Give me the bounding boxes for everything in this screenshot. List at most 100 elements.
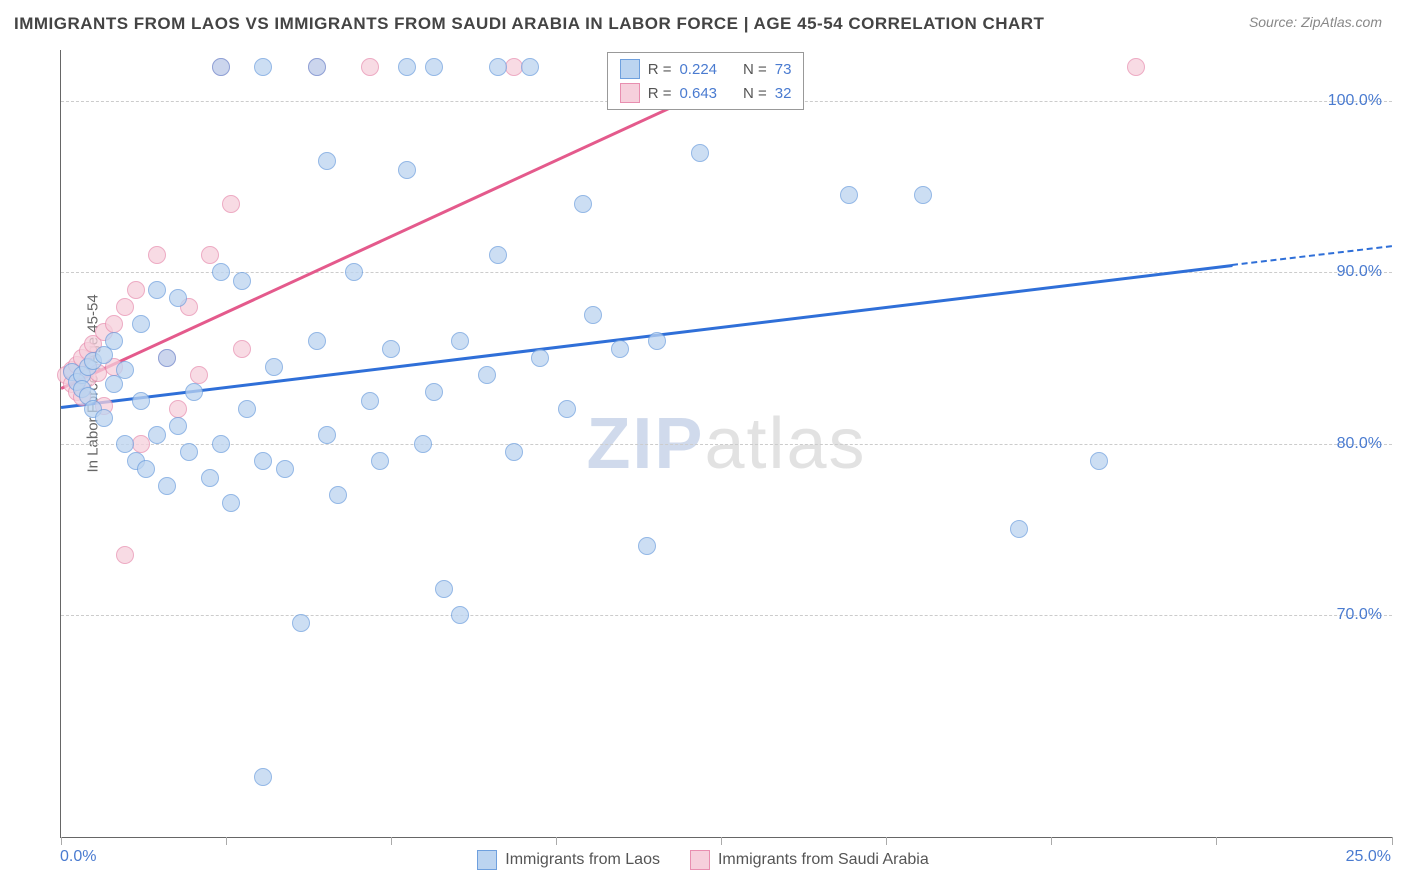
chart-container: In Labor Force | Age 45-54 ZIPatlas 70.0… [14,50,1392,878]
x-tick-mark [1392,837,1393,845]
x-tick-mark [1216,837,1217,845]
data-point-a [308,332,326,350]
data-point-a [398,161,416,179]
data-point-a [361,392,379,410]
data-point-b [201,246,219,264]
data-point-a [435,580,453,598]
data-point-a [840,186,858,204]
data-point-a [180,443,198,461]
data-point-a [254,452,272,470]
data-point-a [148,281,166,299]
data-point-a [648,332,666,350]
data-point-a [1010,520,1028,538]
y-tick-label: 100.0% [1328,92,1382,110]
data-point-a [132,315,150,333]
data-point-a [148,426,166,444]
data-point-a [116,435,134,453]
data-point-b [361,58,379,76]
data-point-b [148,246,166,264]
data-point-b [105,315,123,333]
n-label-b: N = [743,85,767,102]
correlation-row-b: R = 0.643 N = 32 [608,81,804,105]
r-label-a: R = [648,61,672,78]
data-point-b [1127,58,1145,76]
data-point-a [914,186,932,204]
data-point-a [292,614,310,632]
data-point-a [329,486,347,504]
data-point-a [558,400,576,418]
data-point-a [254,58,272,76]
y-tick-label: 70.0% [1337,606,1382,624]
trend-line [60,93,700,390]
x-tick-mark [61,837,62,845]
data-point-a [691,144,709,162]
data-point-a [212,58,230,76]
x-tick-label: 0.0% [60,848,96,866]
legend-item-a: Immigrants from Laos [477,850,660,870]
data-point-a [345,263,363,281]
data-point-a [276,460,294,478]
chart-title: IMMIGRANTS FROM LAOS VS IMMIGRANTS FROM … [14,14,1044,34]
bottom-legend: Immigrants from Laos Immigrants from Sau… [14,850,1392,870]
data-point-b [116,546,134,564]
x-tick-mark [886,837,887,845]
r-value-b: 0.643 [679,85,717,102]
data-point-a [489,58,507,76]
data-point-a [254,768,272,786]
data-point-a [425,383,443,401]
n-value-a: 73 [775,61,792,78]
x-tick-label: 25.0% [1346,848,1391,866]
data-point-b [190,366,208,384]
data-point-a [318,152,336,170]
data-point-a [222,494,240,512]
legend-swatch-a [477,850,497,870]
data-point-a [137,460,155,478]
data-point-a [158,477,176,495]
gridline-h [61,615,1392,616]
data-point-a [398,58,416,76]
source-attribution: Source: ZipAtlas.com [1249,14,1382,30]
legend-item-b: Immigrants from Saudi Arabia [690,850,929,870]
data-point-b [127,281,145,299]
swatch-series-b [620,83,640,103]
data-point-a [95,409,113,427]
data-point-a [185,383,203,401]
data-point-a [265,358,283,376]
data-point-a [158,349,176,367]
r-label-b: R = [648,85,672,102]
n-value-b: 32 [775,85,792,102]
data-point-a [212,435,230,453]
data-point-a [451,332,469,350]
data-point-b [222,195,240,213]
data-point-a [201,469,219,487]
data-point-a [132,392,150,410]
data-point-a [233,272,251,290]
gridline-h [61,444,1392,445]
plot-area: ZIPatlas 70.0%80.0%90.0%100.0% R = 0.224… [60,50,1392,838]
data-point-a [116,361,134,379]
swatch-series-a [620,59,640,79]
data-point-a [531,349,549,367]
data-point-a [611,340,629,358]
legend-label-a: Immigrants from Laos [505,851,660,869]
x-tick-mark [556,837,557,845]
data-point-b [169,400,187,418]
data-point-a [105,332,123,350]
gridline-h [61,272,1392,273]
legend-swatch-b [690,850,710,870]
data-point-a [1090,452,1108,470]
data-point-a [169,289,187,307]
y-tick-label: 90.0% [1337,263,1382,281]
data-point-a [238,400,256,418]
data-point-a [478,366,496,384]
x-tick-mark [1051,837,1052,845]
n-label-a: N = [743,61,767,78]
data-point-a [451,606,469,624]
data-point-a [414,435,432,453]
data-point-a [489,246,507,264]
data-point-a [425,58,443,76]
x-tick-mark [391,837,392,845]
data-point-a [212,263,230,281]
correlation-legend: R = 0.224 N = 73 R = 0.643 N = 32 [607,52,805,110]
data-point-a [505,443,523,461]
